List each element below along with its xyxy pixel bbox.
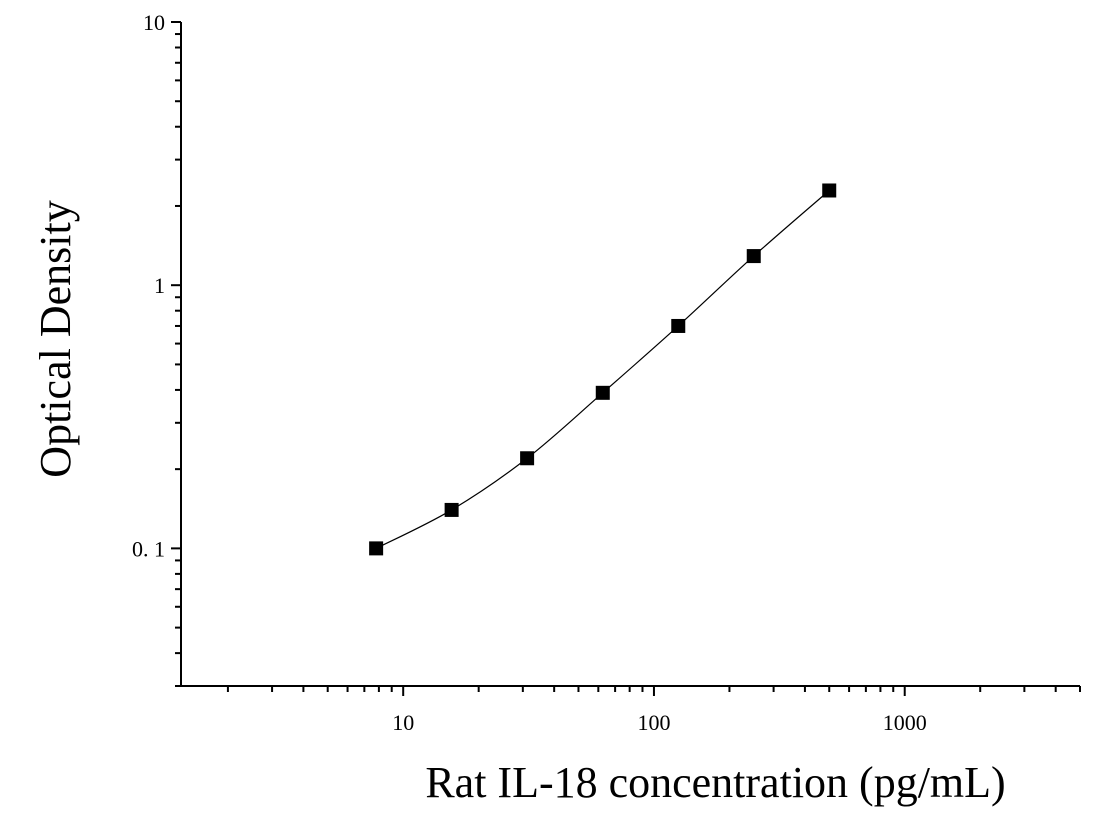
y-axis-tick-labels: 0. 1 1 10 — [132, 10, 165, 561]
axes: 0. 1 1 10 10 100 1000 — [132, 10, 1081, 735]
data-point — [746, 249, 761, 264]
y-tick-label: 10 — [143, 10, 165, 35]
data-point — [595, 385, 610, 400]
x-tick-label: 1000 — [883, 710, 927, 735]
fit-curve — [375, 190, 830, 549]
data-point — [369, 541, 384, 556]
data-point — [444, 502, 459, 517]
y-axis-title: Optical Density — [31, 200, 80, 477]
y-tick-label: 0. 1 — [132, 536, 165, 561]
y-tick-label: 1 — [154, 273, 165, 298]
x-tick-label: 100 — [637, 710, 670, 735]
data-point — [822, 183, 837, 198]
x-axis-title: Rat IL-18 concentration (pg/mL) — [425, 758, 1005, 807]
x-axis-tick-labels: 10 100 1000 — [392, 710, 927, 735]
x-tick-label: 10 — [392, 710, 414, 735]
data-point — [520, 451, 535, 466]
y-axis-ticks — [171, 21, 181, 687]
data-points — [369, 183, 837, 556]
x-axis-ticks — [226, 686, 1081, 696]
data-point — [671, 318, 686, 333]
